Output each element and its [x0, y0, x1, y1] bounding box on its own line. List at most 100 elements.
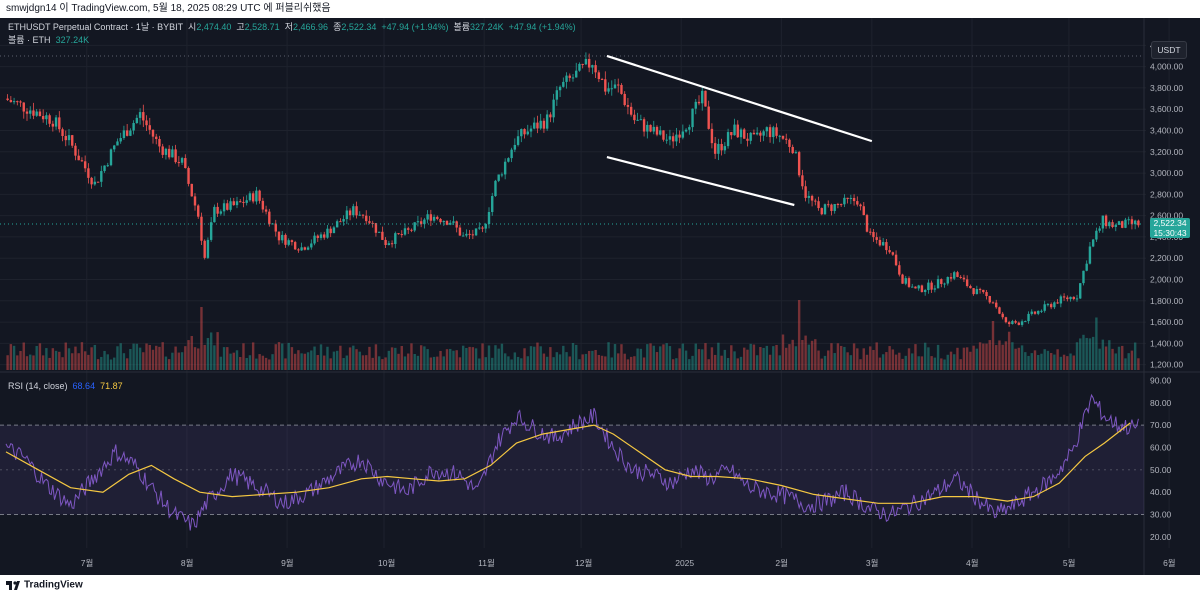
rsi-legend-label[interactable]: RSI (14, close) — [8, 381, 68, 391]
candle-body — [109, 149, 113, 166]
volume-bar — [888, 346, 891, 370]
candle-body — [675, 134, 678, 142]
volume-bar — [77, 353, 80, 370]
rsi-ma-line — [5, 422, 1131, 504]
candle-body — [1059, 296, 1063, 304]
candle-body — [875, 237, 878, 240]
volume-bar — [959, 359, 962, 370]
candle-body — [629, 106, 633, 115]
volume-bar — [80, 342, 84, 370]
candle-body — [587, 58, 591, 68]
volume-bar — [209, 332, 213, 370]
volume-bar — [759, 347, 762, 370]
volume-bar — [332, 351, 336, 370]
candle-body — [1017, 322, 1021, 325]
volume-bar — [755, 355, 759, 370]
candle-body — [775, 127, 778, 136]
volume-bar — [536, 342, 539, 370]
volume-bar — [1091, 336, 1095, 370]
candle-body — [833, 203, 836, 211]
volume-bar — [361, 355, 365, 370]
candle-body — [1056, 302, 1059, 304]
chart-canvas[interactable]: 4,200.004,000.003,800.003,600.003,400.00… — [0, 18, 1200, 575]
candle-body — [90, 177, 93, 185]
volume-bar — [368, 346, 371, 370]
candle-body — [445, 220, 449, 225]
volume-legend-value: 327.24K — [55, 35, 90, 45]
volume-bar — [494, 345, 497, 370]
volume-bar — [45, 348, 48, 370]
candle-body — [45, 115, 48, 120]
volume-bar — [839, 345, 843, 370]
volume-bar — [345, 355, 349, 370]
volume-bar — [109, 359, 113, 370]
candle-body — [749, 132, 752, 141]
candle-body — [471, 234, 475, 236]
candle-body — [132, 123, 135, 131]
candle-body — [927, 282, 930, 291]
chart-area[interactable]: 4,200.004,000.003,800.003,600.003,400.00… — [0, 18, 1200, 575]
price-tick-label: 2,800.00 — [1150, 189, 1183, 199]
volume-bar — [891, 349, 895, 370]
volume-bar — [274, 344, 277, 370]
candle-body — [242, 201, 245, 203]
candle-body — [106, 165, 109, 167]
candle-body — [578, 63, 581, 71]
volume-bar — [604, 356, 607, 370]
candle-body — [293, 242, 297, 250]
candle-body — [904, 278, 907, 284]
symbol-name[interactable]: ETHUSDT Perpetual Contract · 1날 · BYBIT — [8, 22, 184, 32]
rsi-tick-label: 20.00 — [1150, 532, 1172, 542]
volume-legend-label[interactable]: 볼륨 · ETH — [8, 35, 51, 45]
candle-body — [400, 234, 403, 236]
price-tick-label: 3,400.00 — [1150, 125, 1183, 135]
candle-body — [407, 228, 410, 230]
candle-body — [594, 65, 597, 73]
candle-body — [461, 235, 465, 237]
candle-body — [940, 279, 943, 284]
volume-bar — [239, 357, 242, 370]
rsi-legend-value: 68.64 — [72, 381, 96, 391]
volume-bar — [911, 353, 914, 370]
candle-body — [251, 193, 255, 202]
volume-bar — [410, 343, 413, 370]
candle-body — [1043, 304, 1046, 311]
candle-body — [985, 292, 988, 297]
candle-body — [290, 240, 294, 243]
tradingview-logo[interactable]: TradingView — [6, 578, 83, 592]
volume-bar — [1046, 350, 1050, 370]
candle-body — [575, 70, 578, 78]
volume-bar — [1124, 358, 1127, 370]
volume-bar — [161, 342, 164, 370]
candle-body — [277, 231, 281, 241]
candle-body — [442, 220, 445, 223]
candle-body — [633, 114, 636, 121]
volume-bar — [436, 356, 439, 370]
volume-bar — [594, 349, 597, 370]
candle-body — [620, 84, 623, 94]
volume-bar — [1127, 353, 1130, 370]
candle-body — [642, 119, 646, 132]
candle-body — [526, 131, 529, 135]
candle-body — [310, 243, 313, 248]
candle-body — [755, 132, 759, 135]
candle-body — [394, 233, 397, 244]
time-tick-label: 4월 — [966, 558, 979, 568]
volume-bar — [258, 354, 261, 370]
candle-body — [1114, 224, 1117, 228]
candle-body — [222, 203, 226, 212]
price-tick-label: 3,800.00 — [1150, 83, 1183, 93]
candle-body — [807, 195, 811, 198]
candle-body — [148, 125, 151, 130]
candle-body — [920, 285, 924, 293]
candle-body — [823, 204, 827, 215]
currency-button[interactable]: USDT — [1151, 41, 1187, 59]
candle-body — [374, 223, 378, 233]
candle-body — [384, 239, 387, 245]
candle-body — [571, 77, 575, 79]
volume-bar — [701, 349, 704, 370]
candle-body — [96, 181, 100, 183]
candle-body — [529, 128, 533, 132]
volume-bar — [881, 354, 885, 370]
volume-bar — [465, 347, 468, 370]
